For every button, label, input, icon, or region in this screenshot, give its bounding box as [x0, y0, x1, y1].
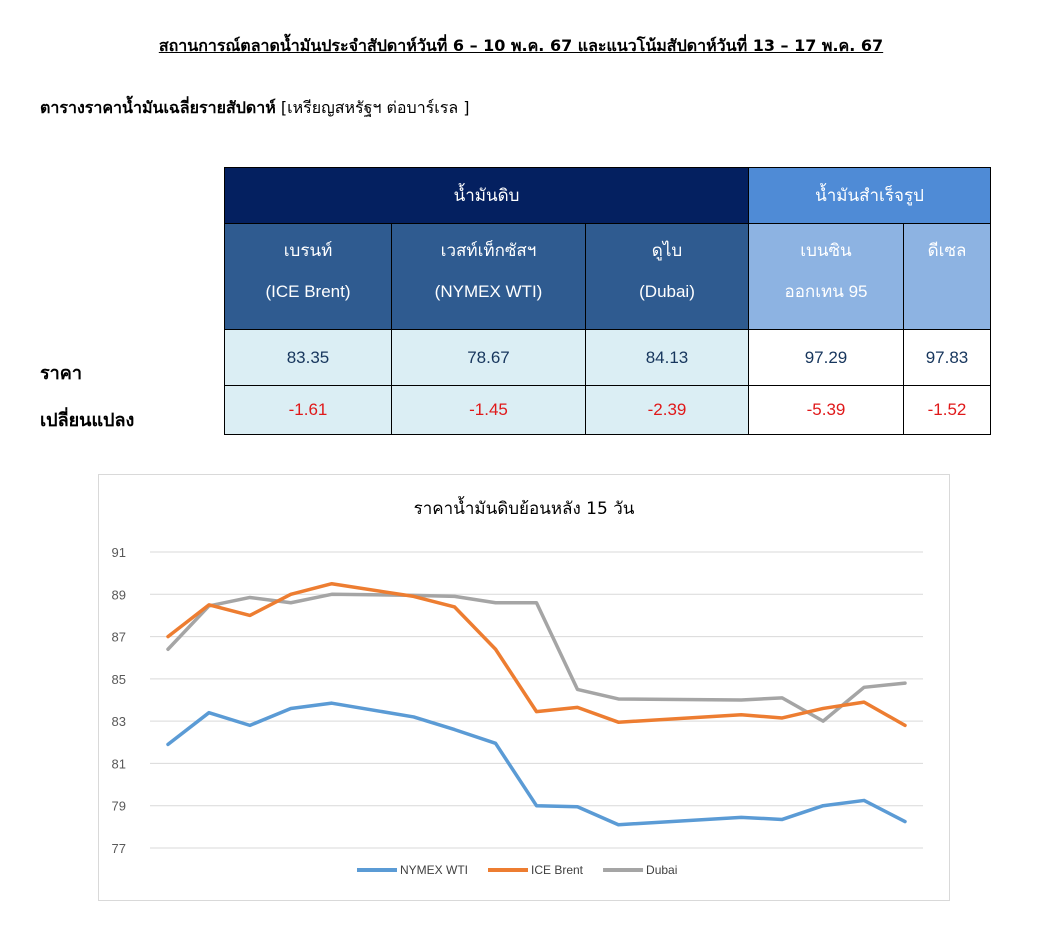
change-cell: -5.39	[748, 385, 904, 435]
price-row: 83.35 78.67 84.13 97.29 97.83	[224, 329, 991, 386]
series-line-nymex-wti	[166, 701, 907, 827]
legend-label: NYMEX WTI	[400, 863, 468, 877]
series-line-ice-brent	[166, 581, 907, 728]
change-cell: -1.52	[903, 385, 991, 435]
price-cell: 97.29	[748, 329, 904, 386]
table-title: ตารางราคาน้ำมันเฉลี่ยรายสัปดาห์	[40, 98, 276, 117]
series-line-dubai	[166, 592, 907, 723]
row-label-change: เปลี่ยนแปลง	[40, 410, 135, 431]
price-cell: 78.67	[391, 329, 586, 386]
price-cell: 84.13	[585, 329, 749, 386]
change-cell: -1.45	[391, 385, 586, 435]
table-unit: [เหรียญสหรัฐฯ ต่อบาร์เรล ]	[280, 98, 470, 117]
column-header-row: เบรนท์ (ICE Brent) เวสท์เท็กซัสฯ (NYMEX WT…	[224, 223, 991, 330]
y-tick-label: 85	[112, 672, 126, 687]
price-cell: 97.83	[903, 329, 991, 386]
y-tick-label: 81	[112, 756, 126, 771]
price-cell: 83.35	[224, 329, 392, 386]
group-header-row: น้ำมันดิบ น้ำมันสำเร็จรูป	[224, 167, 991, 224]
report-heading: สถานการณ์ตลาดน้ำมันประจำสัปดาห์วันที่ 6 …	[158, 36, 884, 55]
col-header-gasoline: เบนซิน ออกเทน 95	[748, 223, 904, 330]
group-crude-oil: น้ำมันดิบ	[224, 167, 749, 224]
y-tick-label: 79	[112, 799, 126, 814]
change-cell: -1.61	[224, 385, 392, 435]
y-tick-label: 91	[112, 545, 126, 560]
y-tick-label: 89	[112, 587, 126, 602]
legend-label: Dubai	[646, 863, 677, 877]
chart-canvas: ราคาน้ำมันดิบย้อนหลัง 15 วัน 77 79 81 83 85 87…	[112, 496, 923, 877]
chart-title: ราคาน้ำมันดิบย้อนหลัง 15 วัน	[414, 496, 635, 519]
col-header-dubai: ดูไบ (Dubai)	[585, 223, 749, 330]
change-row: -1.61 -1.45 -2.39 -5.39 -1.52	[224, 385, 991, 435]
y-tick-label: 83	[112, 714, 126, 729]
price-table: น้ำมันดิบ น้ำมันสำเร็จรูป เบรนท์ (ICE Bre…	[224, 167, 991, 435]
y-tick-label: 87	[112, 630, 126, 645]
row-label-price: ราคา	[40, 363, 82, 384]
group-refined-oil: น้ำมันสำเร็จรูป	[748, 167, 991, 224]
change-cell: -2.39	[585, 385, 749, 435]
table-caption: ตารางราคาน้ำมันเฉลี่ยรายสัปดาห์ [เหรียญส…	[40, 96, 469, 121]
legend-label: ICE Brent	[531, 863, 584, 877]
col-header-brent: เบรนท์ (ICE Brent)	[224, 223, 392, 330]
col-header-wti: เวสท์เท็กซัสฯ (NYMEX WTI)	[391, 223, 586, 330]
crude-price-chart: ราคาน้ำมันดิบย้อนหลัง 15 วัน 77 79 81 83 85 87…	[98, 474, 950, 901]
col-header-diesel: ดีเซล	[903, 223, 991, 330]
y-tick-label: 77	[112, 841, 126, 856]
